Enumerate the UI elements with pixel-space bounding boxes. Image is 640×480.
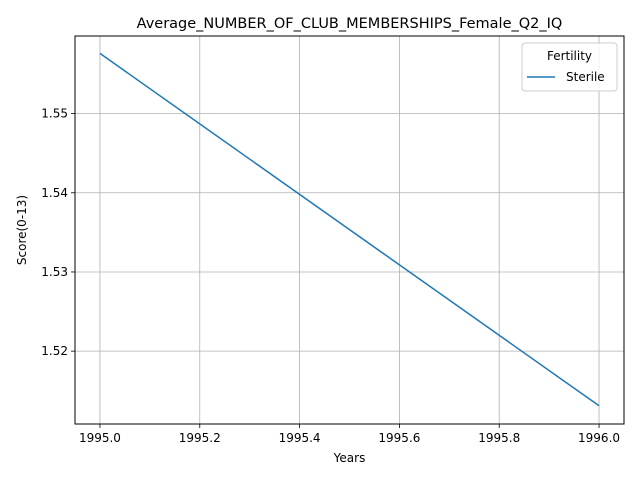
y-tick-label: 1.52	[41, 344, 68, 358]
legend-box	[521, 42, 618, 92]
x-tick-label: 1995.8	[478, 431, 520, 445]
y-tick-label: 1.54	[41, 186, 68, 200]
legend-title: Fertility	[547, 49, 592, 63]
x-axis-title: Years	[333, 451, 366, 465]
x-tick-label: 1995.2	[179, 431, 221, 445]
y-tick-label: 1.53	[41, 265, 68, 279]
y-tick-label: 1.55	[41, 107, 68, 121]
grid	[75, 36, 624, 424]
series-layer	[99, 52, 600, 407]
x-tick-label: 1995.0	[79, 431, 121, 445]
legend: Fertility Sterile	[521, 42, 618, 92]
x-tick-label: 1995.6	[378, 431, 420, 445]
legend-label-sterile: Sterile	[566, 70, 605, 84]
chart-title: Average_NUMBER_OF_CLUB_MEMBERSHIPS_Femal…	[137, 16, 563, 32]
plot-frame	[74, 35, 625, 425]
series-line-sterile	[99, 52, 600, 407]
x-tick-label: 1996.0	[578, 431, 620, 445]
y-axis-title: Score(0-13)	[15, 195, 29, 265]
x-tick-label: 1995.4	[279, 431, 321, 445]
ticks: 1995.0 1995.2 1995.4 1995.6 1995.8 1996.0 1.52…	[41, 107, 620, 445]
